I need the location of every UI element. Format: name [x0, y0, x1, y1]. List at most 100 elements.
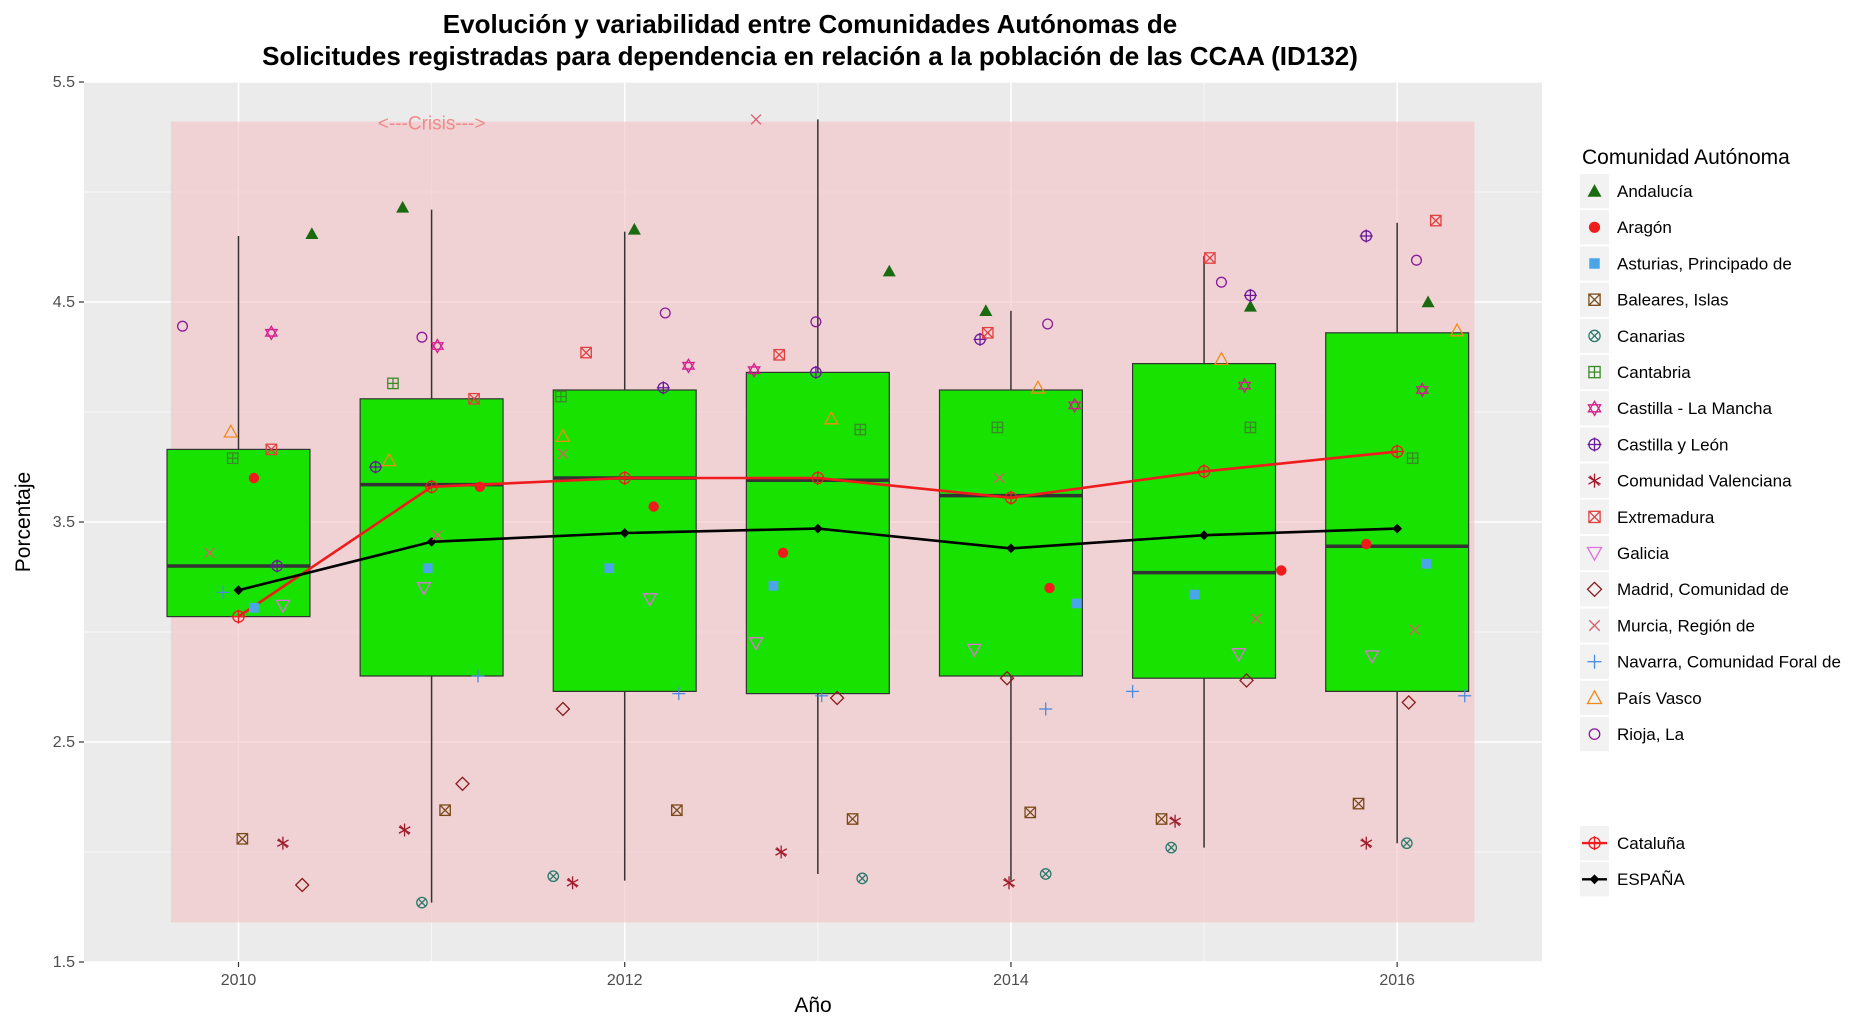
legend-marker: [1588, 619, 1601, 632]
point-rioja-la: [1042, 318, 1054, 330]
point-baleares-islas: [1024, 806, 1037, 819]
point-asturias-principado-de: [249, 602, 259, 613]
line-point: [810, 471, 825, 485]
line-point: [1197, 464, 1212, 479]
point-comunidad-valenciana: [1169, 814, 1182, 828]
point-galicia: [642, 593, 658, 607]
marker-stroke: [1041, 869, 1050, 879]
legend-label: Comunidad Valenciana: [1617, 472, 1792, 491]
marker-shape: [882, 264, 896, 277]
point-madrid-comunidad-de: [294, 877, 310, 893]
legend-title: Comunidad Autónoma: [1582, 146, 1790, 169]
legend-label: Madrid, Comunidad de: [1617, 580, 1789, 599]
marker-shape: [422, 563, 433, 574]
marker-stroke: [1170, 816, 1181, 827]
legend: Comunidad Autónoma Andalucía Aragón Asturi…: [1580, 146, 1841, 897]
legend-label: País Vasco: [1617, 689, 1702, 708]
marker-shape: [1213, 351, 1230, 366]
point-arag-n: [1361, 538, 1372, 550]
marker-shape: [1042, 318, 1054, 330]
legend-label: Extremadura: [1617, 508, 1715, 527]
marker-shape: [1588, 221, 1601, 233]
point-pa-s-vasco: [1213, 351, 1230, 366]
point-canarias: [1400, 837, 1413, 850]
marker-stroke: [773, 349, 785, 361]
point-comunidad-valenciana: [276, 836, 289, 850]
legend-key: [1580, 717, 1609, 752]
marker-shape: [829, 690, 845, 706]
marker-shape: [236, 832, 249, 845]
marker-shape: [1039, 868, 1052, 880]
point-galicia: [416, 582, 432, 596]
marker-stroke: [1167, 843, 1176, 852]
marker-shape: [223, 423, 239, 438]
marker-shape: [1586, 689, 1603, 705]
marker-stroke: [1204, 252, 1216, 264]
marker-shape: [468, 392, 480, 405]
marker-stroke: [1361, 838, 1372, 849]
point-comunidad-valenciana: [1360, 836, 1373, 850]
marker-shape: [474, 481, 486, 492]
point-castilla-la-mancha: [1067, 397, 1082, 414]
marker-stroke: [417, 898, 427, 907]
line-point: [1392, 523, 1403, 534]
marker-stroke: [557, 448, 569, 460]
legend-label: Castilla - La Mancha: [1617, 399, 1773, 418]
point-navarra-comunidad-foral-de: [1458, 689, 1472, 703]
marker-shape: [1067, 401, 1082, 414]
legend-marker: [1587, 654, 1602, 669]
marker-shape: [265, 443, 278, 456]
point-castilla-y-le-n: [809, 365, 823, 379]
marker-shape: [275, 599, 291, 614]
marker-shape: [1415, 382, 1430, 394]
line-point: [1199, 530, 1209, 541]
marker-stroke: [671, 804, 683, 816]
marker-shape: [1155, 813, 1168, 825]
point-andaluc-a: [882, 264, 896, 277]
marker-stroke: [580, 346, 592, 359]
point-cantabria: [226, 452, 239, 465]
marker-stroke: [982, 327, 994, 339]
legend-label: Aragón: [1617, 218, 1672, 237]
marker-shape: [1364, 650, 1380, 665]
marker-stroke: [750, 114, 762, 125]
marker-stroke: [1589, 475, 1600, 487]
legend-marker: [1586, 581, 1603, 598]
marker-shape: [176, 320, 189, 332]
marker-shape: [1588, 329, 1601, 343]
marker-shape: [642, 593, 658, 607]
legend-marker: [1589, 874, 1600, 885]
point-arag-n: [1044, 582, 1055, 594]
point-cantabria: [387, 377, 399, 390]
marker-stroke: [1024, 806, 1036, 819]
point-galicia: [275, 599, 291, 614]
point-pa-s-vasco: [823, 410, 839, 425]
marker-shape: [294, 877, 310, 893]
legend-key: [1580, 536, 1609, 571]
point-pa-s-vasco: [223, 423, 239, 438]
marker-shape: [1587, 400, 1602, 413]
point-arag-n: [777, 547, 789, 558]
marker-shape: [1239, 672, 1254, 688]
marker-shape: [1449, 322, 1465, 337]
line-point: [424, 479, 439, 494]
point-canarias: [856, 872, 869, 885]
point-madrid-comunidad-de: [829, 690, 845, 706]
point-extremadura: [580, 346, 592, 359]
marker-stroke: [549, 872, 558, 881]
legend-marker: [1587, 400, 1602, 417]
legend-key: [1580, 680, 1609, 715]
point-rioja-la: [1410, 254, 1423, 266]
y-tick-label: 4.5: [53, 294, 75, 311]
marker-shape: [681, 361, 696, 374]
legend-marker: [1587, 437, 1602, 452]
point-extremadura: [981, 326, 994, 339]
marker-shape: [555, 701, 571, 717]
marker-shape: [1587, 404, 1602, 417]
marker-shape: [1401, 694, 1417, 710]
marker-shape: [1024, 806, 1037, 819]
point-murcia-regi-n-de: [204, 547, 215, 559]
marker-shape: [416, 896, 428, 909]
point-castilla-y-le-n: [369, 460, 383, 474]
